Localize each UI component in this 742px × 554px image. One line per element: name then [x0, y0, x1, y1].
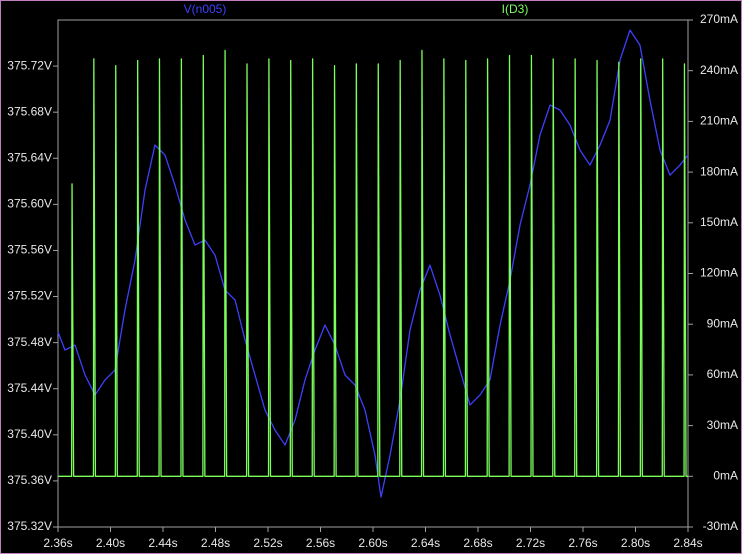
plot-frame	[57, 19, 689, 528]
x-tick-label: 2.72s	[516, 536, 545, 550]
x-tick-label: 2.48s	[201, 536, 230, 550]
x-tick-label: 2.56s	[306, 536, 335, 550]
y-tick-label: 375.72V	[7, 58, 52, 72]
x-tick-label: 2.80s	[621, 536, 650, 550]
y-tick-label: 375.36V	[7, 473, 52, 487]
x-tick-label: 2.52s	[253, 536, 282, 550]
x-tick-label: 2.36s	[43, 536, 72, 550]
y-tick-label: 375.40V	[7, 427, 52, 441]
legend-entry: I(D3)	[502, 2, 529, 16]
y2-tick-label: 270mA	[700, 12, 738, 26]
y-tick-label: 375.48V	[7, 335, 52, 349]
y2-tick-label: 90mA	[707, 316, 738, 330]
y2-tick-label: 180mA	[700, 164, 738, 178]
x-tick-label: 2.60s	[358, 536, 387, 550]
y2-tick-label: 210mA	[700, 114, 738, 128]
y-tick-label: 375.56V	[7, 243, 52, 257]
y-tick-label: 375.32V	[7, 519, 52, 533]
y2-tick-label: 150mA	[700, 215, 738, 229]
x-tick-label: 2.84s	[673, 536, 702, 550]
y2-tick-label: 30mA	[707, 418, 738, 432]
y2-tick-label: 0mA	[713, 468, 738, 482]
x-tick-label: 2.68s	[463, 536, 492, 550]
x-tick-label: 2.40s	[96, 536, 125, 550]
x-tick-label: 2.64s	[411, 536, 440, 550]
legend-entry: V(n005)	[184, 2, 227, 16]
y2-tick-label: 240mA	[700, 63, 738, 77]
y2-tick-label: 60mA	[707, 367, 738, 381]
series-line	[57, 29, 689, 498]
y-tick-label: 375.68V	[7, 104, 52, 118]
y-tick-label: 375.60V	[7, 197, 52, 211]
y2-tick-label: 120mA	[700, 266, 738, 280]
y-tick-label: 375.52V	[7, 289, 52, 303]
y-tick-label: 375.64V	[7, 150, 52, 164]
y-tick-label: 375.44V	[7, 381, 52, 395]
y2-tick-label: -30mA	[703, 519, 738, 533]
x-tick-label: 2.44s	[148, 536, 177, 550]
series-line	[58, 49, 688, 477]
x-tick-label: 2.76s	[568, 536, 597, 550]
